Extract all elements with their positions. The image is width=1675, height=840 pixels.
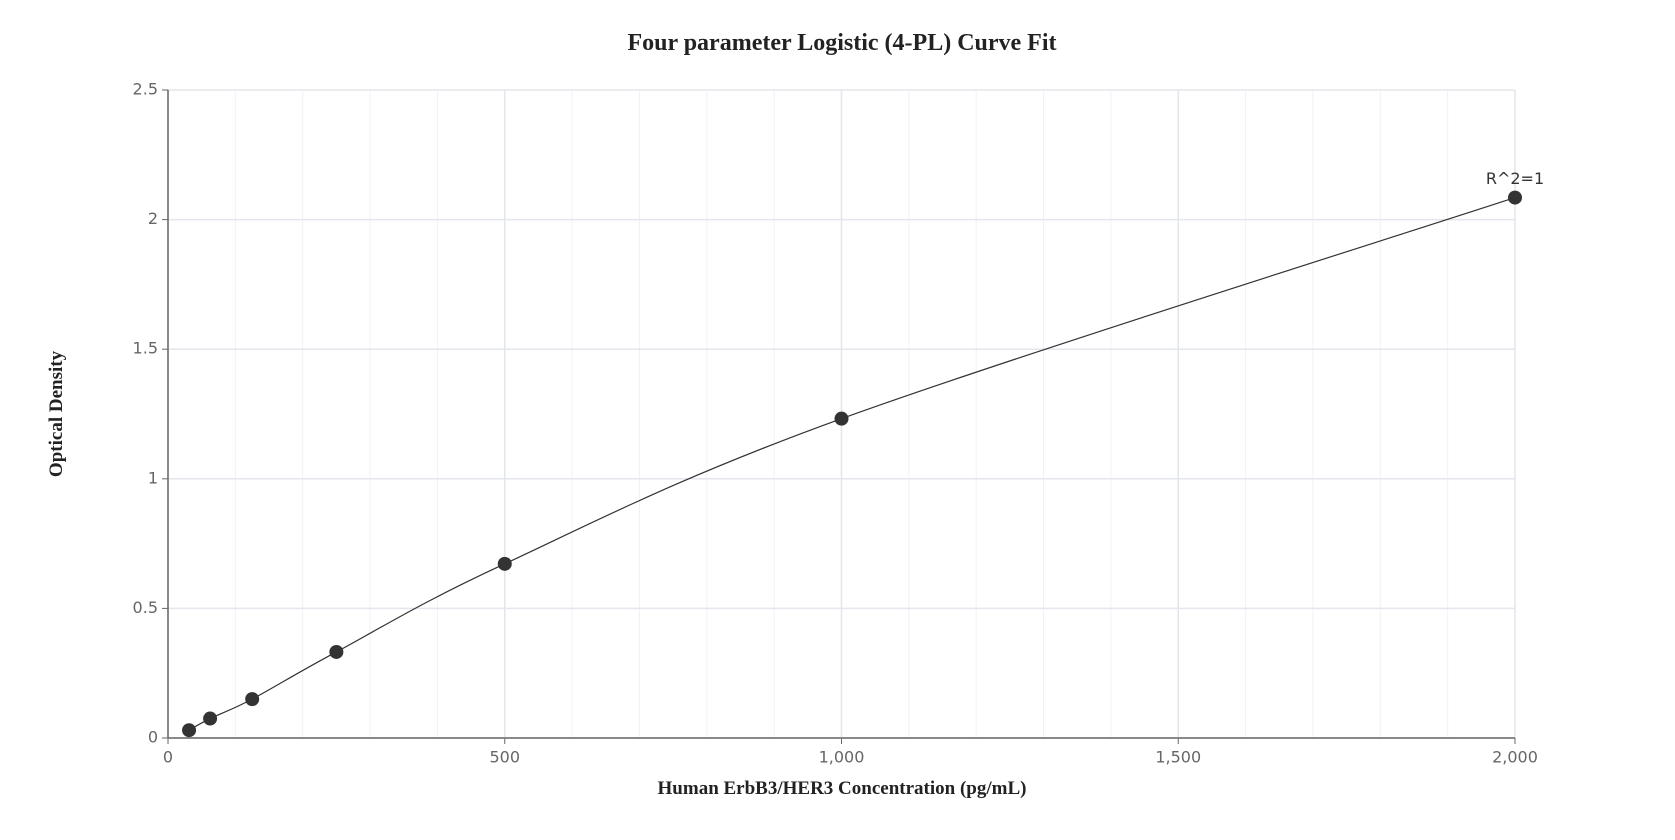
data-point <box>245 692 260 707</box>
y-tick-label: 1.5 <box>133 339 158 358</box>
fit-curve <box>188 196 1516 731</box>
chart-title: Four parameter Logistic (4-PL) Curve Fit <box>627 30 1056 56</box>
data-point <box>497 556 512 571</box>
x-tick-label: 1,500 <box>1155 748 1201 767</box>
x-tick-label: 500 <box>489 748 520 767</box>
y-tick-label: 2 <box>148 209 158 228</box>
y-tick-label: 0.5 <box>133 598 158 617</box>
y-tick-label: 2.5 <box>133 80 158 99</box>
y-tick-label: 1 <box>148 468 158 487</box>
y-axis-title: Optical Density <box>46 350 67 477</box>
data-point <box>329 644 344 659</box>
x-tick-label: 0 <box>163 748 173 767</box>
data-point <box>182 723 197 738</box>
data-point <box>1508 190 1522 205</box>
annotation: R^2=1 <box>1486 169 1544 188</box>
y-tick-label: 0 <box>148 728 158 747</box>
x-axis-title: Human ErbB3/HER3 Concentration (pg/mL) <box>658 778 1027 799</box>
x-tick-label: 1,000 <box>819 748 865 767</box>
x-tick-label: 2,000 <box>1492 748 1538 767</box>
data-point <box>834 411 849 426</box>
data-point <box>203 711 218 726</box>
